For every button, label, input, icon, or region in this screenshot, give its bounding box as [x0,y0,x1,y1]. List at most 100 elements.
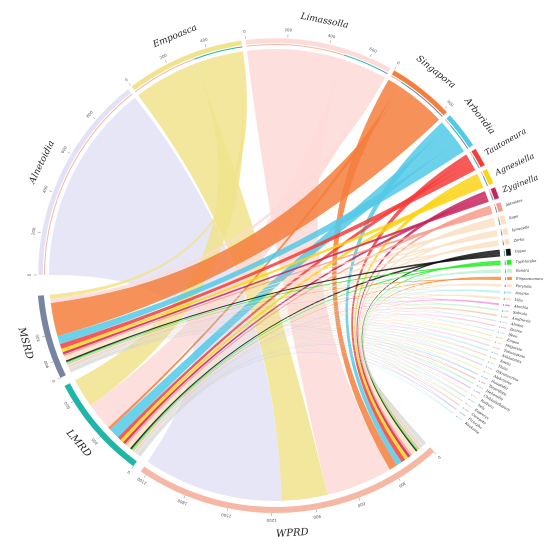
label-mitjaevia: Mitjaevia [504,343,522,352]
arc-anufrievia-inner-lmrd [501,316,503,317]
arc-yakunopona-inner-wprd [493,346,495,348]
arc-sweta-inner-msrd [489,357,491,358]
tick-label-lmrd-0: 0 [126,469,131,475]
tick-label-alnetoidia-1: 200 [30,227,36,236]
tick-label-msrd-1: 300 [34,333,41,342]
ribbon-aldroides-msrd [63,211,493,357]
arc-ficocyba [460,412,467,417]
arc-sweta-inner-lmrd [489,356,491,358]
label-kapa: Kapa [508,214,519,220]
tick-limassolla-2 [329,40,331,44]
arc-vilia-inner-msrd [503,299,505,301]
arc-ficocyba-inner-lmrd [459,411,461,413]
label-thaia: Thaia [497,364,508,372]
arc-dikraneurina [487,366,493,371]
tick-empoasca-2 [204,44,207,48]
arc-singapora [391,69,448,116]
arc-typhlocyba-inner-msrd [504,263,506,266]
arc-zyginella-inner-msrd [491,196,494,201]
arc-aldroides-inner-msrd [495,209,498,213]
arc-eupteryx-inner-msrd [465,403,467,405]
arc-sweta [491,356,497,361]
arc-sobrala-inner-msrd [502,310,504,312]
label-ahimia: Ahimia [510,322,524,329]
arc-bonara-inner-msrd [504,271,506,273]
arc-zorka-inner-lmrd [502,241,504,244]
label-vilia: Vilia [515,298,523,303]
arc-empoasca-inner-lmrd [194,47,237,60]
arc-typhlocyba-inner-lmrd [504,261,506,264]
arc-eupteryx [466,403,473,409]
arc-yakunopona-inner-lmrd [493,346,495,348]
arc-farynala [506,284,512,288]
tick-lmrd-0 [131,466,134,469]
arc-zaniva-inner-lmrd [499,326,501,328]
arc-singapora-inner-msrd [404,84,443,117]
label-sweta: Sweta [499,359,511,367]
arc-sobrala-inner-wprd [502,309,504,311]
tick-wprd-5 [226,508,228,512]
tick-label-wprd-1: 300 [398,481,408,489]
tick-alnetoidia-4 [92,116,96,120]
arc-ahimia-inner-wprd [500,321,502,322]
tick-label-wprd-6: 1800 [176,498,188,507]
ribbon-alebroides-msrd [69,322,481,371]
arc-kaukania [457,416,463,422]
arc-singapora-inner-wprd [390,75,402,83]
tick-label-wprd-2: 600 [357,501,366,509]
arc-empoascanara-inner-msrd [504,279,506,281]
arc-singapora-inner-lmrd [401,81,406,85]
arc-igmezella-inner-msrd [501,233,503,236]
arc-zorka [504,238,511,246]
arc-cerepota [463,408,470,413]
arc-abrahia-inner-lmrd [503,304,505,306]
tick-singapora-1 [444,106,448,109]
arc-ratbura-inner-wprd [471,394,473,395]
arc-typhlocyba-inner-wprd [504,260,506,262]
arc-tautoneura-inner-msrd [475,161,480,169]
arc-sobrala-inner-lmrd [502,310,504,312]
tick-label-alnetoidia-3: 600 [60,145,68,155]
arc-empoa [498,336,504,340]
arc-tenerifopa-inner-lmrd [479,380,481,382]
tick-label-wprd-3: 900 [313,514,322,520]
label-bonara: Bonara [515,269,529,273]
arc-layer [37,37,513,513]
arc-dayus-inner-lmrd [503,251,506,254]
tick-label-empoasca-0: 0 [124,77,129,83]
arc-aldroides-inner-lmrd [494,206,497,210]
arc-alebroides-inner-wprd [483,370,485,372]
arc-helionidia-inner-wprd [476,384,478,386]
label-empoa: Empoa [506,338,520,346]
label-empoasca: Empoasca [151,23,199,51]
tick-label-msrd-0: 0 [51,378,57,383]
arc-tenerifopa-inner-msrd [478,380,481,382]
arc-agnesiella [482,168,494,186]
arc-cerepota-inner-msrd [462,407,464,409]
label-empoascanara: Empoascanara [515,277,543,281]
arc-zorka-inner-wprd [502,239,504,242]
arc-amarta-inner-msrd [504,292,506,294]
arc-farynala-inner-msrd [504,285,506,288]
arc-chikkaballapura-inner-wprd [474,389,476,391]
arc-mitjaevia-inner-wprd [495,341,497,343]
arc-chikkaballapura-inner-msrd [473,390,475,392]
arc-abrahia-inner-wprd [503,303,505,305]
arc-empoascanara-inner-wprd [504,276,506,279]
arc-zaniva [500,326,507,330]
arc-empoa-inner-lmrd [496,336,498,338]
arc-arboridia-inner-wprd [444,119,451,126]
arc-ifeoa-inner-lmrd [497,331,499,333]
arc-aldroides [495,201,504,213]
arc-arboridia [446,114,474,149]
tick-empoasca-0 [128,83,131,86]
tick-wprd-0 [434,451,437,455]
tick-label-wprd-4: 1200 [266,518,277,523]
ribbon-zyginella-msrd [62,198,489,355]
arc-farynala-inner-wprd [504,284,506,286]
label-zorka: Zorka [512,237,524,243]
arc-empoascanara-inner-lmrd [504,278,506,280]
arc-arboridia-inner-lmrd [450,125,462,139]
label-agnesiella: Agnesiella [493,151,536,177]
